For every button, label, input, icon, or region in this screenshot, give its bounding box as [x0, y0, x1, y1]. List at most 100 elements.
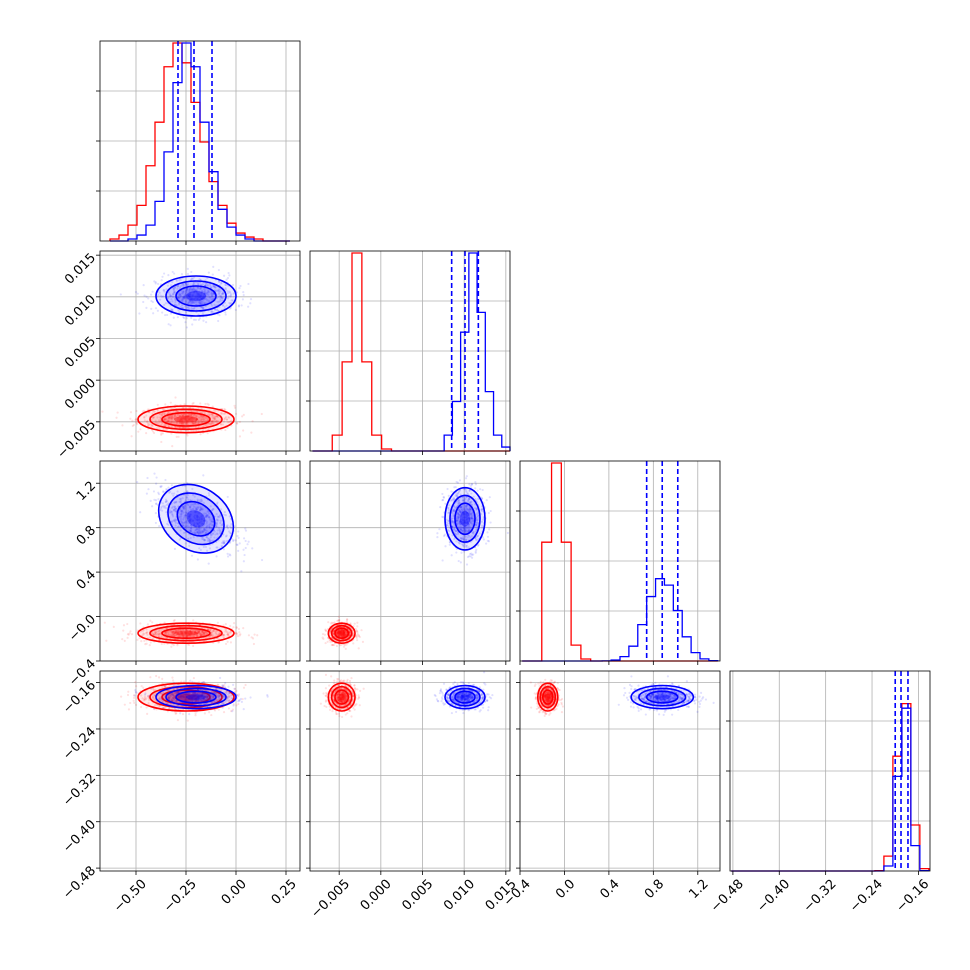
scatter-point — [337, 633, 340, 636]
scatter-point — [212, 508, 215, 511]
scatter-point — [461, 523, 464, 526]
scatter-point — [234, 631, 237, 635]
scatter-point — [343, 630, 347, 633]
scatter-point — [145, 295, 148, 298]
scatter-point — [468, 525, 471, 528]
scatter-point — [205, 424, 208, 427]
scatter-point — [341, 631, 344, 634]
scatter-point — [215, 513, 218, 516]
scatter-point — [179, 513, 183, 516]
scatter-point — [180, 421, 183, 425]
scatter-point — [187, 694, 190, 697]
scatter-point — [123, 703, 126, 706]
scatter-point — [196, 698, 199, 701]
scatter-point — [148, 423, 151, 426]
scatter-point — [195, 417, 198, 420]
scatter-point — [186, 434, 189, 437]
scatter-point — [227, 295, 230, 298]
scatter-point — [464, 489, 467, 492]
scatter-point — [196, 631, 199, 634]
scatter-point — [201, 302, 204, 305]
scatter-point — [202, 301, 206, 304]
scatter-point — [470, 500, 473, 503]
scatter-point — [222, 696, 226, 699]
scatter-point — [341, 634, 344, 637]
scatter-point — [194, 416, 198, 419]
scatter-point — [344, 633, 348, 636]
scatter-point — [207, 635, 210, 639]
scatter-point — [455, 519, 459, 522]
scatter-point — [221, 296, 224, 299]
scatter-point — [463, 524, 466, 528]
scatter-point — [183, 403, 186, 406]
scatter-point — [194, 511, 197, 514]
scatter-point — [199, 287, 202, 290]
scatter-point — [212, 409, 216, 412]
scatter-point — [165, 631, 168, 634]
scatter-point — [180, 422, 184, 426]
scatter-point — [213, 417, 216, 420]
scatter-point — [197, 301, 201, 304]
scatter-point — [205, 291, 208, 294]
scatter-point — [451, 499, 454, 502]
scatter-point — [343, 634, 346, 637]
scatter-point — [187, 695, 190, 698]
scatter-point — [337, 630, 340, 633]
scatter-point — [340, 630, 343, 633]
scatter-point — [474, 523, 478, 527]
scatter-point — [188, 635, 191, 638]
scatter-point — [213, 286, 216, 289]
scatter-point — [463, 527, 466, 530]
scatter-point — [190, 417, 193, 420]
scatter-point — [202, 290, 205, 294]
scatter-point — [170, 630, 174, 634]
scatter-point — [475, 516, 479, 520]
scatter-point — [464, 519, 467, 522]
scatter-point — [200, 297, 203, 300]
scatter-point — [167, 697, 170, 700]
scatter-point — [230, 293, 233, 296]
scatter-point — [185, 283, 188, 287]
scatter-point — [168, 425, 171, 428]
scatter-point — [237, 549, 240, 552]
scatter-point — [466, 514, 469, 517]
scatter-point — [152, 416, 156, 419]
scatter-point — [187, 414, 191, 417]
scatter-point — [163, 642, 166, 645]
scatter-point — [326, 640, 329, 643]
scatter-point — [241, 298, 245, 301]
scatter-point — [152, 697, 155, 700]
scatter-point — [203, 297, 206, 300]
scatter-point — [227, 699, 230, 702]
scatter-point — [176, 691, 179, 694]
scatter-point — [191, 422, 195, 425]
scatter-point — [462, 507, 465, 510]
scatter-point — [187, 510, 190, 513]
scatter-point — [216, 688, 219, 691]
scatter-point — [204, 295, 207, 298]
scatter-point — [171, 676, 174, 679]
scatter-point — [150, 307, 153, 310]
scatter-point — [202, 513, 205, 517]
scatter-point — [201, 500, 204, 503]
scatter-point — [458, 520, 462, 524]
scatter-point — [159, 294, 162, 297]
scatter-point — [189, 518, 192, 521]
scatter-point — [170, 511, 173, 514]
scatter-point — [187, 632, 190, 635]
scatter-point — [195, 295, 198, 298]
scatter-point — [198, 629, 201, 632]
scatter-point — [183, 414, 187, 417]
scatter-point — [190, 413, 193, 416]
scatter-point — [181, 695, 184, 698]
scatter-point — [181, 713, 185, 716]
scatter-point — [343, 631, 346, 634]
scatter-point — [184, 300, 187, 303]
scatter-point — [167, 424, 170, 428]
scatter-point — [212, 691, 216, 694]
scatter-point — [216, 415, 219, 418]
scatter-point — [214, 630, 217, 633]
scatter-point — [196, 522, 199, 526]
scatter-point — [151, 430, 155, 433]
scatter-point — [200, 508, 203, 511]
